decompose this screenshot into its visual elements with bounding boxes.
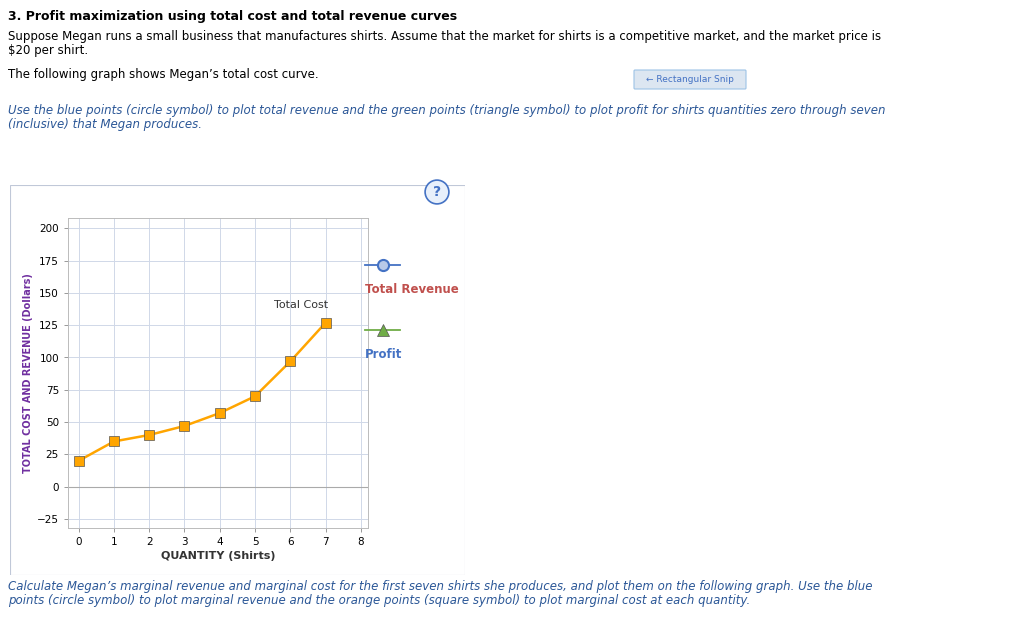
Text: (inclusive) that Megan produces.: (inclusive) that Megan produces. — [8, 118, 202, 131]
Text: Profit: Profit — [365, 348, 402, 361]
Text: 3. Profit maximization using total cost and total revenue curves: 3. Profit maximization using total cost … — [8, 10, 457, 23]
Text: Calculate Megan’s marginal revenue and marginal cost for the first seven shirts : Calculate Megan’s marginal revenue and m… — [8, 580, 872, 593]
Y-axis label: TOTAL COST AND REVENUE (Dollars): TOTAL COST AND REVENUE (Dollars) — [23, 273, 33, 473]
Text: Total Revenue: Total Revenue — [365, 283, 459, 296]
Text: Use the blue points (circle symbol) to plot total revenue and the green points (: Use the blue points (circle symbol) to p… — [8, 104, 886, 117]
Text: Suppose Megan runs a small business that manufactures shirts. Assume that the ma: Suppose Megan runs a small business that… — [8, 30, 881, 43]
Text: The following graph shows Megan’s total cost curve.: The following graph shows Megan’s total … — [8, 68, 318, 81]
Text: $20 per shirt.: $20 per shirt. — [8, 44, 88, 57]
Text: Total Cost: Total Cost — [274, 300, 329, 310]
Text: ← Rectangular Snip: ← Rectangular Snip — [646, 76, 734, 85]
Text: ?: ? — [433, 185, 441, 199]
Circle shape — [425, 180, 449, 204]
FancyBboxPatch shape — [634, 70, 746, 89]
X-axis label: QUANTITY (Shirts): QUANTITY (Shirts) — [161, 552, 275, 561]
Text: points (circle symbol) to plot marginal revenue and the orange points (square sy: points (circle symbol) to plot marginal … — [8, 594, 751, 607]
